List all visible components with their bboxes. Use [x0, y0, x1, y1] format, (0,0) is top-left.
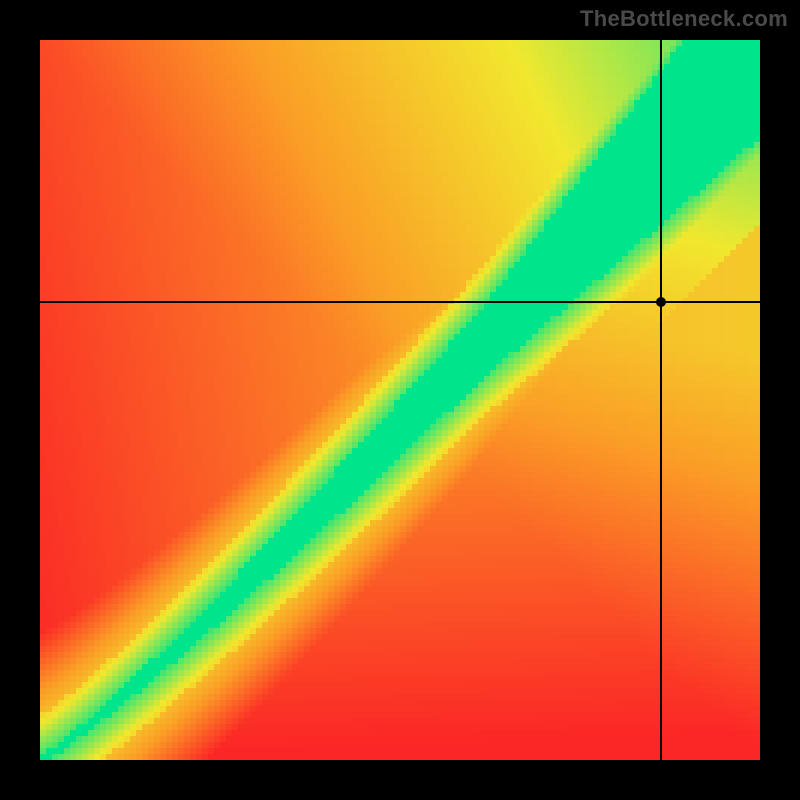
marker-point [656, 297, 666, 307]
crosshair-horizontal [40, 301, 760, 303]
heatmap-plot [40, 40, 760, 760]
chart-container: TheBottleneck.com [0, 0, 800, 800]
crosshair-vertical [660, 40, 662, 760]
heatmap-canvas [40, 40, 760, 760]
attribution-text: TheBottleneck.com [580, 6, 788, 32]
